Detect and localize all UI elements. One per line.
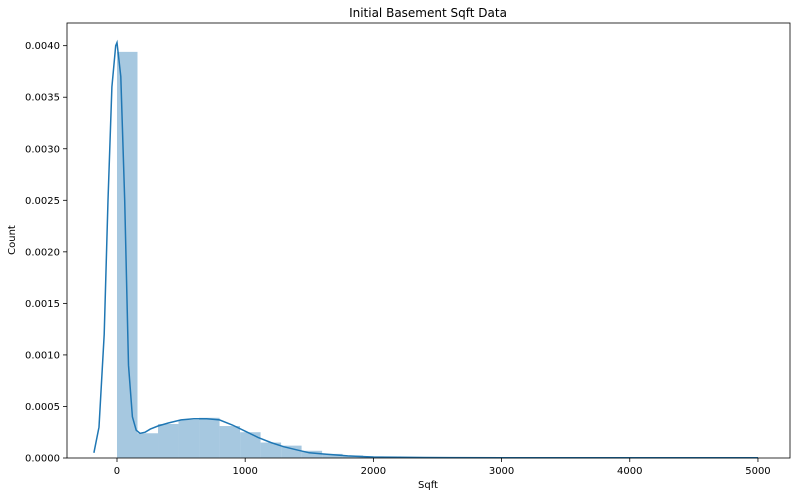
y-tick-label: 0.0015 — [25, 299, 60, 310]
y-tick-label: 0.0020 — [25, 247, 60, 258]
x-axis: 0 1000 2000 3000 4000 5000 — [114, 458, 771, 477]
chart-title: Initial Basement Sqft Data — [349, 6, 507, 20]
histogram-bar — [260, 442, 282, 458]
histogram-bar — [137, 433, 159, 458]
y-tick-label: 0.0035 — [25, 93, 60, 104]
y-tick-label: 0.0030 — [25, 144, 60, 155]
x-tick-label: 5000 — [745, 466, 770, 477]
histogram-bar — [199, 417, 220, 458]
x-tick-label: 4000 — [617, 466, 642, 477]
x-tick-label: 3000 — [489, 466, 514, 477]
histogram-bar — [301, 450, 323, 458]
x-tick-label: 1000 — [232, 466, 257, 477]
y-tick-label: 0.0010 — [25, 350, 60, 361]
y-axis: 0.0000 0.0005 0.0010 0.0015 0.0020 0.0025 0.00… — [25, 41, 67, 465]
histogram-bar — [178, 419, 200, 458]
histogram-bar — [116, 51, 138, 459]
histogram-bar — [219, 426, 241, 458]
histogram-bar — [322, 453, 343, 458]
x-axis-label: Sqft — [418, 480, 438, 491]
kde-line — [93, 39, 758, 459]
histogram-bar — [158, 423, 179, 458]
x-tick-label: 0 — [114, 466, 120, 477]
y-tick-label: 0.0025 — [25, 196, 60, 207]
y-tick-label: 0.0000 — [25, 454, 60, 465]
histogram-bar — [281, 445, 302, 458]
y-tick-label: 0.0040 — [25, 41, 60, 52]
y-axis-label: Count — [7, 225, 18, 255]
y-tick-label: 0.0005 — [25, 402, 60, 413]
plot-frame — [66, 22, 791, 459]
histogram-bar — [240, 432, 261, 458]
histogram-bars — [116, 51, 758, 459]
x-tick-label: 2000 — [361, 466, 386, 477]
